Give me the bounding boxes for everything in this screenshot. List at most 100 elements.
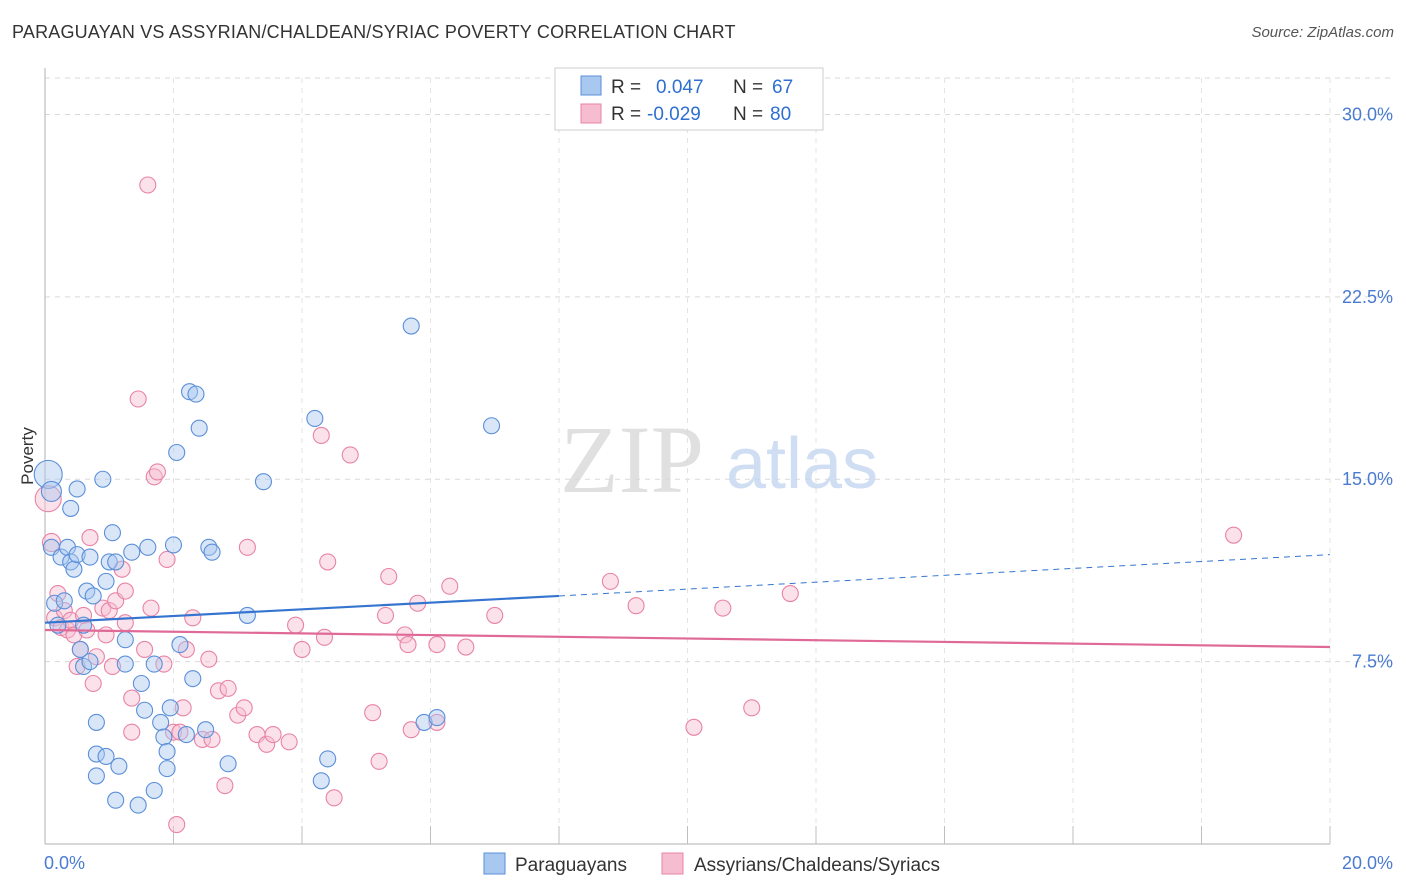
point-paraguayans-36 [136, 701, 154, 719]
point-assyrians-54 [293, 640, 311, 659]
point-paraguayans-31 [116, 631, 134, 649]
point-paraguayans-24 [97, 747, 115, 766]
chart-title: PARAGUAYAN VS ASSYRIAN/CHALDEAN/SYRIAC P… [12, 22, 736, 42]
bottom-legend-swatch-blue [483, 852, 506, 875]
point-paraguayans-53 [197, 721, 215, 739]
point-paraguayans-29 [107, 791, 125, 809]
point-assyrians-70 [441, 577, 459, 595]
point-assyrians-28 [139, 176, 157, 194]
point-paraguayans-22 [87, 767, 105, 785]
point-paraguayans-48 [177, 726, 195, 744]
y-axis-label: Poverty [18, 427, 37, 485]
y-tick-label-1: 15.0% [1342, 469, 1393, 489]
point-assyrians-59 [341, 446, 359, 464]
point-paraguayans-47 [171, 636, 189, 654]
point-assyrians-73 [601, 572, 619, 590]
point-paraguayans-20 [87, 713, 105, 731]
point-assyrians-71 [457, 638, 475, 656]
legend-swatch-blue [580, 75, 602, 96]
point-assyrians-61 [370, 752, 388, 770]
point-assyrians-37 [174, 699, 192, 717]
point-assyrians-65 [399, 636, 417, 654]
point-paraguayans-23 [94, 470, 112, 488]
point-paraguayans-26 [100, 553, 118, 571]
legend-n-value-1: 67 [772, 77, 793, 98]
point-assyrians-29 [142, 599, 160, 617]
legend-swatch-pink [580, 103, 602, 124]
point-assyrians-27 [136, 640, 154, 659]
point-paraguayans-63 [415, 713, 433, 731]
bottom-legend-label-assyrians: Assyrians/Chaldeans/Syriacs [694, 855, 940, 876]
point-paraguayans-58 [254, 473, 273, 491]
point-assyrians-68 [428, 636, 446, 654]
watermark-zip: ZIP [560, 406, 704, 513]
point-paraguayans-32 [116, 655, 134, 673]
point-assyrians-21 [113, 560, 131, 578]
point-paraguayans-12 [68, 480, 86, 498]
point-paraguayans-43 [158, 760, 176, 778]
source-label: Source: ZipAtlas.com [1251, 24, 1394, 41]
point-assyrians-45 [219, 679, 237, 697]
y-tick-label-3: 30.0% [1342, 104, 1393, 124]
point-paraguayans-21 [87, 745, 105, 763]
trend-line-paraguayans-extension [558, 554, 1331, 597]
trend-lines [44, 554, 1331, 649]
point-assyrians-39 [184, 609, 202, 627]
point-paraguayans-13 [71, 640, 89, 659]
point-assyrians-66 [402, 721, 420, 739]
point-assyrians-24 [123, 723, 141, 741]
point-assyrians-57 [319, 553, 337, 571]
point-paraguayans-51 [187, 385, 205, 403]
y-tick-labels: 7.5% 15.0% 22.5% 30.0% [1342, 104, 1393, 671]
point-assyrians-13 [81, 529, 99, 547]
point-paraguayans-25 [97, 572, 115, 590]
point-assyrians-14 [84, 674, 102, 693]
point-assyrians-69 [428, 713, 446, 731]
point-paraguayans-52 [190, 419, 208, 437]
point-paraguayans-41 [155, 728, 173, 746]
point-paraguayans-1 [40, 480, 62, 502]
point-paraguayans-56 [219, 755, 237, 773]
point-paraguayans-9 [62, 499, 80, 517]
point-assyrians-78 [781, 584, 799, 603]
point-assyrians-43 [209, 682, 228, 700]
point-assyrians-22 [116, 614, 134, 632]
point-assyrians-48 [238, 538, 256, 556]
point-paraguayans-54 [200, 538, 218, 556]
point-assyrians-50 [258, 735, 276, 753]
point-assyrians-60 [364, 704, 382, 722]
point-assyrians-3 [49, 584, 67, 603]
point-paraguayans-44 [161, 699, 179, 717]
point-assyrians-56 [315, 628, 334, 646]
legend-r-value-2: -0.029 [647, 104, 701, 125]
point-paraguayans-50 [184, 670, 202, 688]
point-paraguayans-6 [55, 592, 73, 610]
point-assyrians-9 [68, 657, 86, 676]
point-assyrians-72 [486, 606, 504, 624]
legend-n-label-1: N = [733, 77, 763, 98]
trend-line-paraguayans [44, 594, 560, 624]
point-assyrians-58 [325, 789, 343, 807]
legend-n-value-2: 80 [770, 104, 791, 125]
legend-r-label-1: R = [611, 77, 641, 98]
x-tick-marks [44, 826, 1331, 844]
legend-r-label-2: R = [611, 104, 641, 125]
point-assyrians-51 [264, 726, 282, 744]
point-assyrians-47 [235, 699, 253, 717]
point-assyrians-32 [155, 655, 173, 673]
point-paraguayans-42 [158, 743, 176, 761]
point-assyrians-77 [743, 699, 761, 717]
point-assyrians-52 [280, 733, 298, 751]
legend-r-value-1: 0.047 [656, 77, 704, 98]
point-assyrians-63 [380, 567, 398, 586]
x-tick-label-min: 0.0% [44, 853, 85, 873]
y-tick-label-0: 7.5% [1352, 652, 1393, 672]
point-paraguayans-3 [46, 594, 64, 612]
bottom-legend-swatch-pink [661, 852, 684, 875]
point-paraguayans-28 [107, 553, 125, 571]
point-paraguayans-19 [84, 587, 102, 605]
point-paraguayans-39 [145, 781, 163, 800]
point-assyrians-76 [714, 599, 732, 617]
watermark-atlas: atlas [726, 424, 878, 504]
